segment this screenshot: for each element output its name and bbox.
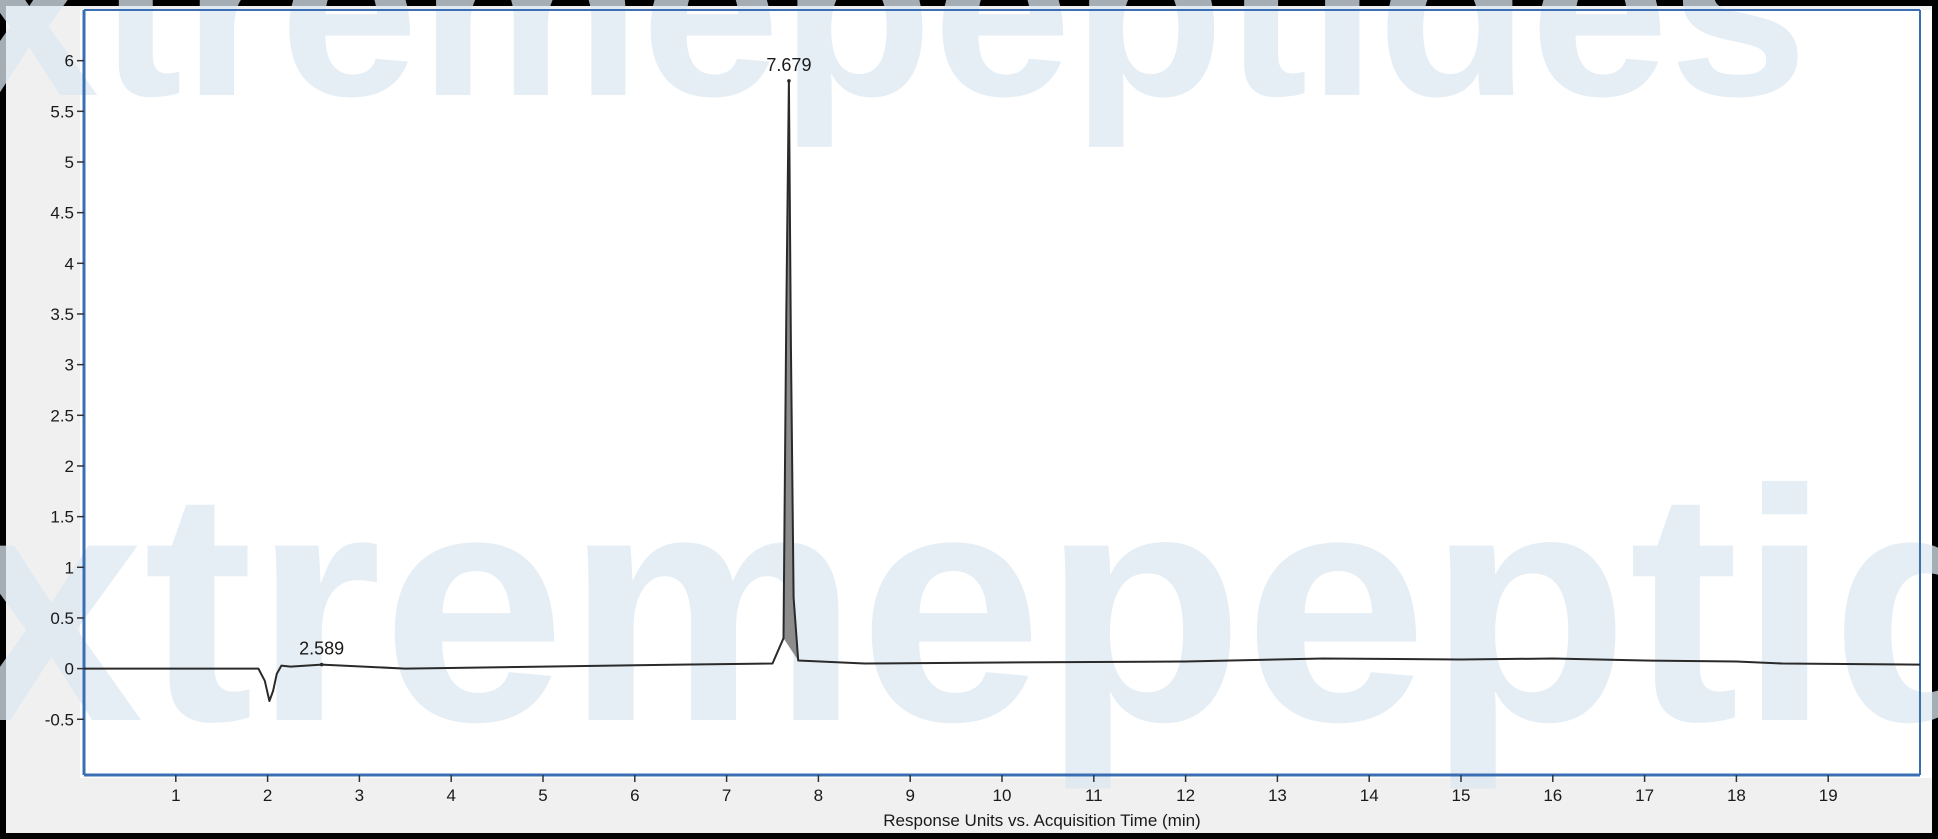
x-axis-title: Response Units vs. Acquisition Time (min… — [883, 811, 1200, 830]
x-tick-label: 9 — [905, 786, 914, 805]
x-tick-label: 13 — [1268, 786, 1287, 805]
chromatogram-trace — [84, 79, 1921, 702]
y-tick-label: 3.5 — [50, 305, 74, 324]
y-tick-label: 1 — [65, 558, 74, 577]
y-tick-label: 2.5 — [50, 406, 74, 425]
watermark: xtremepeptides xtremepeptides — [0, 0, 1938, 792]
watermark-text-top: xtremepeptides — [0, 0, 1808, 148]
x-tick-label: 16 — [1543, 786, 1562, 805]
x-tick-label: 17 — [1635, 786, 1654, 805]
y-tick-label: 2 — [65, 457, 74, 476]
peak-label: 2.589 — [299, 639, 344, 659]
y-tick-label: 3 — [65, 356, 74, 375]
x-tick-label: 10 — [993, 786, 1012, 805]
y-tick-label: 0 — [65, 660, 74, 679]
x-tick-label: 1 — [171, 786, 180, 805]
peak-marker — [787, 79, 791, 83]
trace-layer — [84, 79, 1921, 702]
label-layer: 7.679 2.589 — [299, 55, 811, 667]
y-tick-label: -0.5 — [45, 710, 74, 729]
y-tick-label: 6 — [65, 52, 74, 71]
watermark-text-bottom: xtremepeptides — [0, 421, 1938, 792]
y-tick-label: 4.5 — [50, 204, 74, 223]
x-tick-label: 19 — [1819, 786, 1838, 805]
plot-area — [80, 10, 1932, 778]
x-tick-label: 8 — [814, 786, 823, 805]
x-tick-label: 15 — [1452, 786, 1471, 805]
peak-marker — [319, 662, 324, 667]
y-tick-label: 4 — [65, 254, 74, 273]
x-tick-label: 18 — [1727, 786, 1746, 805]
axes: -0.500.511.522.533.544.555.561 2 3 4 5 6 7 8 9 10… — [45, 9, 1921, 805]
x-tick-label: 2 — [263, 786, 272, 805]
y-tick-label: 5.5 — [50, 102, 74, 121]
x-tick-label: 3 — [355, 786, 364, 805]
x-tick-label: 4 — [446, 786, 455, 805]
y-tick-label: 1.5 — [50, 508, 74, 527]
y-tick-label: 0.5 — [50, 609, 74, 628]
x-tick-label: 6 — [630, 786, 639, 805]
x-tick-label: 7 — [722, 786, 731, 805]
x-tick-label: 11 — [1085, 786, 1103, 805]
x-tick-label: 14 — [1360, 786, 1379, 805]
peak-label: 7.679 — [766, 55, 811, 75]
x-tick-label: 12 — [1176, 786, 1195, 805]
y-tick-label: 5 — [65, 153, 74, 172]
x-tick-label: 5 — [538, 786, 547, 805]
